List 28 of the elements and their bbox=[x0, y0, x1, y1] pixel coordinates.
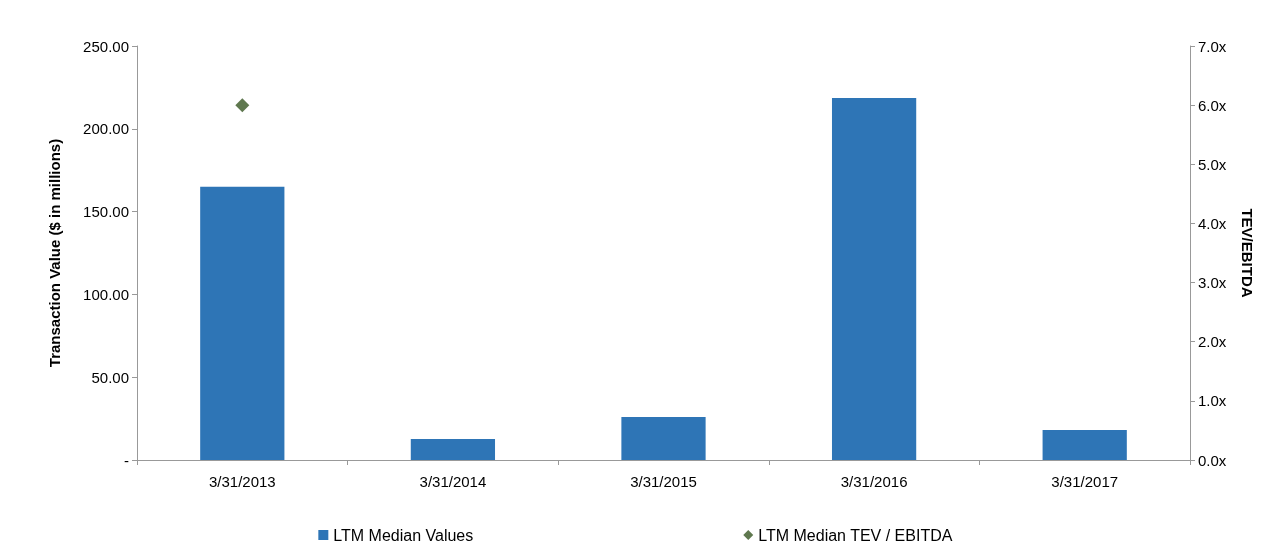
y-axis-title: Transaction Value ($ in millions) bbox=[46, 138, 63, 368]
x-tick-label: 3/31/2016 bbox=[840, 473, 908, 490]
y-tick-label: - bbox=[124, 451, 129, 469]
y-tick-label: 50.00 bbox=[91, 368, 129, 386]
bar bbox=[410, 438, 496, 460]
bar bbox=[1042, 430, 1127, 460]
y2-tick-label: 5.0x bbox=[1198, 155, 1227, 173]
y2-tick-label: 2.0x bbox=[1198, 333, 1227, 351]
y2-tick-label: 3.0x bbox=[1198, 274, 1227, 292]
x-tick-label: 3/31/2014 bbox=[419, 473, 487, 490]
bar bbox=[831, 98, 917, 460]
y2-tick-label: 1.0x bbox=[1198, 392, 1227, 410]
bar bbox=[200, 186, 285, 460]
x-tick-label: 3/31/2017 bbox=[1051, 473, 1119, 490]
y-tick-label: 150.00 bbox=[83, 203, 129, 221]
x-tick-label: 3/31/2013 bbox=[208, 473, 276, 490]
x-tick-label: 3/31/2015 bbox=[630, 473, 697, 490]
legend-label: LTM Median Values bbox=[333, 526, 474, 544]
y-tick-label: 100.00 bbox=[83, 285, 129, 303]
legend-label: LTM Median TEV / EBITDA bbox=[758, 526, 953, 544]
y2-tick-label: 7.0x bbox=[1198, 37, 1227, 55]
y2-tick-label: 4.0x bbox=[1198, 214, 1227, 232]
bar bbox=[621, 416, 706, 460]
y2-tick-label: 0.0x bbox=[1198, 451, 1227, 469]
y-tick-label: 200.00 bbox=[83, 120, 129, 138]
y2-tick-label: 6.0x bbox=[1198, 96, 1227, 114]
y2-axis-title: TEV/EBITDA bbox=[1239, 208, 1256, 298]
y-tick-label: 250.00 bbox=[83, 37, 129, 55]
